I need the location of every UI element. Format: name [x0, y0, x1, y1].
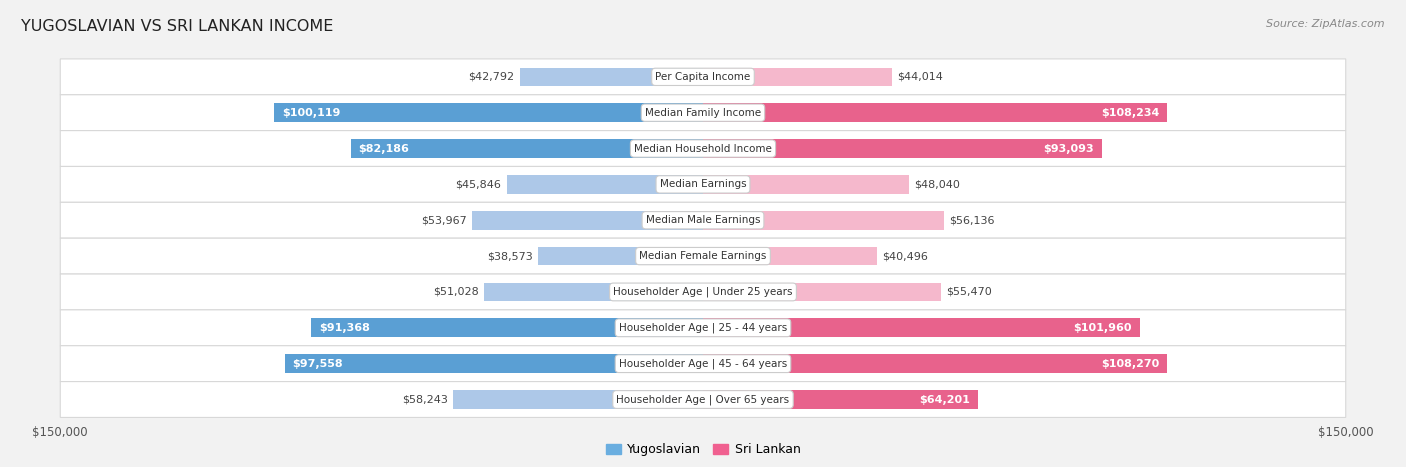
FancyBboxPatch shape: [60, 166, 1346, 202]
FancyBboxPatch shape: [60, 202, 1346, 238]
Bar: [285, 354, 703, 373]
Text: $58,243: $58,243: [402, 395, 449, 404]
Bar: [453, 390, 703, 409]
FancyBboxPatch shape: [60, 310, 1346, 346]
Text: $42,792: $42,792: [468, 72, 515, 82]
Text: Median Family Income: Median Family Income: [645, 108, 761, 118]
Text: $93,093: $93,093: [1043, 143, 1094, 154]
Text: $64,201: $64,201: [920, 395, 970, 404]
FancyBboxPatch shape: [60, 95, 1346, 131]
Bar: [703, 68, 891, 86]
Text: $100,119: $100,119: [281, 108, 340, 118]
Bar: [703, 318, 1140, 337]
Text: $45,846: $45,846: [456, 179, 502, 190]
FancyBboxPatch shape: [60, 274, 1346, 310]
Bar: [703, 175, 908, 194]
Text: $91,368: $91,368: [319, 323, 370, 333]
Text: $48,040: $48,040: [914, 179, 960, 190]
Text: Median Male Earnings: Median Male Earnings: [645, 215, 761, 225]
Text: $44,014: $44,014: [897, 72, 942, 82]
Legend: Yugoslavian, Sri Lankan: Yugoslavian, Sri Lankan: [600, 439, 806, 461]
Text: Median Earnings: Median Earnings: [659, 179, 747, 190]
Bar: [274, 103, 703, 122]
Bar: [703, 283, 941, 301]
FancyBboxPatch shape: [60, 238, 1346, 274]
Text: $51,028: $51,028: [433, 287, 479, 297]
Bar: [703, 354, 1167, 373]
Text: Householder Age | 45 - 64 years: Householder Age | 45 - 64 years: [619, 358, 787, 369]
Text: Householder Age | Over 65 years: Householder Age | Over 65 years: [616, 394, 790, 405]
Text: Householder Age | 25 - 44 years: Householder Age | 25 - 44 years: [619, 323, 787, 333]
Bar: [703, 390, 979, 409]
Bar: [520, 68, 703, 86]
Text: $53,967: $53,967: [420, 215, 467, 225]
Bar: [506, 175, 703, 194]
Bar: [312, 318, 703, 337]
Text: $101,960: $101,960: [1074, 323, 1132, 333]
Text: Median Household Income: Median Household Income: [634, 143, 772, 154]
Bar: [537, 247, 703, 265]
Bar: [352, 139, 703, 158]
Text: $40,496: $40,496: [882, 251, 928, 261]
Text: Per Capita Income: Per Capita Income: [655, 72, 751, 82]
Text: $56,136: $56,136: [949, 215, 994, 225]
Text: $55,470: $55,470: [946, 287, 991, 297]
Text: $38,573: $38,573: [486, 251, 533, 261]
Text: YUGOSLAVIAN VS SRI LANKAN INCOME: YUGOSLAVIAN VS SRI LANKAN INCOME: [21, 19, 333, 34]
Bar: [472, 211, 703, 230]
Bar: [703, 103, 1167, 122]
Text: $97,558: $97,558: [292, 359, 343, 368]
Text: $82,186: $82,186: [359, 143, 409, 154]
Text: Median Female Earnings: Median Female Earnings: [640, 251, 766, 261]
FancyBboxPatch shape: [60, 346, 1346, 382]
Text: $108,234: $108,234: [1101, 108, 1159, 118]
Text: $108,270: $108,270: [1101, 359, 1159, 368]
Bar: [703, 211, 943, 230]
Bar: [703, 247, 876, 265]
Bar: [703, 139, 1102, 158]
FancyBboxPatch shape: [60, 382, 1346, 417]
FancyBboxPatch shape: [60, 59, 1346, 95]
Text: Householder Age | Under 25 years: Householder Age | Under 25 years: [613, 287, 793, 297]
Text: Source: ZipAtlas.com: Source: ZipAtlas.com: [1267, 19, 1385, 28]
Bar: [484, 283, 703, 301]
FancyBboxPatch shape: [60, 131, 1346, 166]
